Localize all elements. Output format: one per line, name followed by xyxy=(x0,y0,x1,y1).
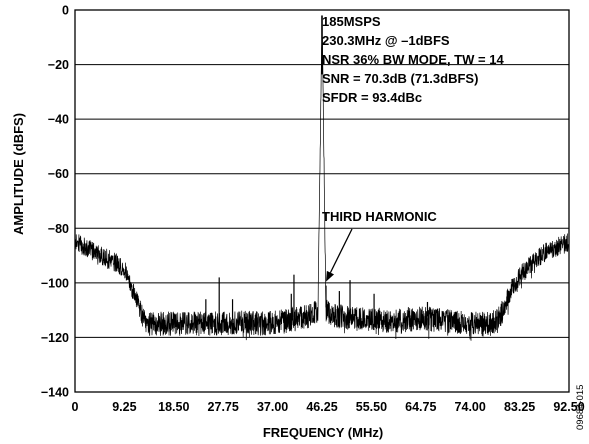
x-tick-label: 64.75 xyxy=(405,400,436,414)
x-tick-label: 37.00 xyxy=(257,400,288,414)
callout-arrowhead xyxy=(326,270,335,282)
plot-frame xyxy=(74,9,570,393)
annotation-line: NSR 36% BW MODE, TW = 14 xyxy=(322,52,504,67)
fft-trace xyxy=(74,15,570,341)
y-axis-label: AMPLITUDE (dBFS) xyxy=(11,113,26,235)
y-tick-label: −100 xyxy=(41,276,69,290)
annotation-line: 230.3MHz @ –1dBFS xyxy=(322,33,450,48)
y-tick-label: 0 xyxy=(62,4,69,18)
x-tick-label: 18.50 xyxy=(158,400,189,414)
annotation-line: SNR = 70.3dB (71.3dBFS) xyxy=(322,71,478,86)
x-tick-label: 92.50 xyxy=(553,400,584,414)
x-tick-label: 46.25 xyxy=(306,400,337,414)
y-tick-label: −80 xyxy=(48,222,69,236)
x-tick-label: 55.50 xyxy=(356,400,387,414)
x-tick-label: 74.00 xyxy=(455,400,486,414)
x-tick-label: 0 xyxy=(72,400,79,414)
y-tick-label: −140 xyxy=(41,386,69,400)
x-axis-label: FREQUENCY (MHz) xyxy=(263,425,383,440)
x-tick-label: 9.25 xyxy=(112,400,136,414)
annotation-line: SFDR = 93.4dBc xyxy=(322,90,422,105)
annotation-block: 185MSPS 230.3MHz @ –1dBFS NSR 36% BW MOD… xyxy=(322,14,504,105)
annotation-line: 185MSPS xyxy=(322,14,381,29)
x-tick-label: 83.25 xyxy=(504,400,535,414)
figure-id: 09684-015 xyxy=(575,385,586,430)
y-tick-label: −60 xyxy=(48,167,69,181)
y-tick-label: −120 xyxy=(41,331,69,345)
y-tick-label: −20 xyxy=(48,58,69,72)
callout-third-harmonic: THIRD HARMONIC xyxy=(322,209,437,224)
callout-arrow xyxy=(329,228,353,273)
y-tick-label: −40 xyxy=(48,113,69,127)
grid-lines xyxy=(75,64,569,338)
x-tick-label: 27.75 xyxy=(208,400,239,414)
